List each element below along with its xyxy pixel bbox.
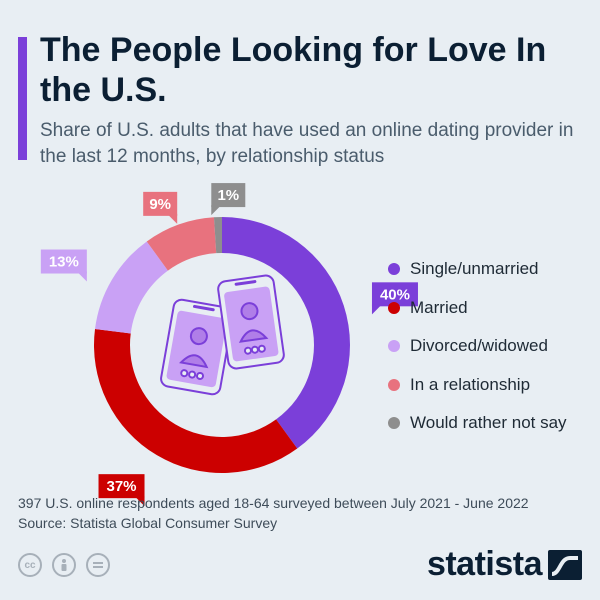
legend-item-married: Married [388, 289, 567, 328]
footnote: 397 U.S. online respondents aged 18-64 s… [18, 493, 529, 533]
page-title: The People Looking for Love In the U.S. [40, 31, 547, 109]
legend-label: Divorced/widowed [410, 336, 548, 356]
legend-item-single: Single/unmarried [388, 250, 567, 289]
attribution-icon[interactable] [52, 553, 76, 577]
data-label-text: 9% [149, 196, 171, 213]
no-derivatives-icon[interactable] [86, 553, 110, 577]
survey-note: 397 U.S. online respondents aged 18-64 s… [18, 495, 529, 511]
brand-name: statista [426, 545, 543, 583]
legend-swatch [388, 378, 400, 391]
donut-slice-would-rather-not-say [213, 217, 222, 254]
statista-mark-icon [548, 549, 582, 580]
statista-logo[interactable]: statista [427, 545, 582, 584]
legend-label: In a relationship [410, 374, 531, 394]
legend-label: Married [410, 297, 468, 317]
legend-label: Single/unmarried [410, 259, 539, 279]
legend-swatch [388, 301, 400, 314]
legend-item-rather-not-say: Would rather not say [388, 404, 567, 443]
legend-item-relationship: In a relationship [388, 366, 567, 405]
data-label-in-a-relationship: 9% [143, 191, 178, 224]
data-label-text: 1% [217, 187, 239, 204]
data-label-text: 40% [380, 286, 410, 303]
donut-slice-single-unmarried [222, 217, 350, 449]
legend-swatch [388, 417, 400, 430]
page-subtitle: Share of U.S. adults that have used an o… [40, 120, 574, 167]
cc-icon[interactable]: cc [18, 553, 42, 577]
license-icons: cc [18, 553, 120, 577]
legend-swatch [388, 340, 400, 353]
dating-phones-illustration [160, 274, 285, 396]
data-label-married: 37% [98, 474, 145, 507]
legend-item-divorced: Divorced/widowed [388, 327, 567, 366]
chart-legend: Single/unmarried Married Divorced/widowe… [388, 250, 567, 443]
data-label-text: 13% [49, 254, 79, 271]
data-label-text: 37% [107, 478, 137, 495]
donut-slice-divorced-widowed [95, 241, 168, 334]
donut-slice-in-a-relationship [146, 217, 217, 271]
source-note: Source: Statista Global Consumer Survey [18, 515, 278, 531]
legend-label: Would rather not say [410, 413, 567, 433]
donut-slice-married [93, 328, 298, 473]
data-label-divorced-widowed: 13% [40, 249, 87, 282]
title-accent-bar [18, 37, 27, 160]
data-label-would-rather-not-say: 1% [211, 183, 246, 216]
legend-swatch [388, 263, 400, 276]
